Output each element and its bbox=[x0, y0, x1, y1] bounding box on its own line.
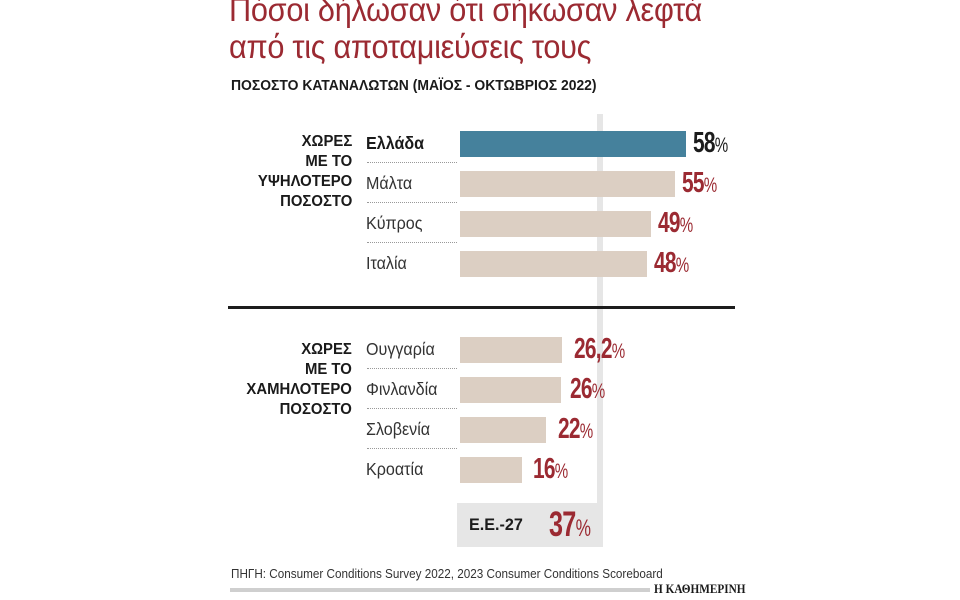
country-label: Ιταλία bbox=[366, 253, 407, 273]
country-label: Ελλάδα bbox=[366, 133, 425, 153]
bar-greece bbox=[460, 131, 686, 157]
value-label: 22% bbox=[558, 413, 594, 445]
row-separator bbox=[367, 408, 457, 409]
bar-cyprus bbox=[460, 211, 651, 237]
bar-hungary bbox=[460, 337, 562, 363]
row-separator bbox=[367, 448, 457, 449]
bar-croatia bbox=[460, 457, 522, 483]
group-label-lowest: ΧΩΡΕΣ ΜΕ ΤΟ ΧΑΜΗΛΟΤΕΡΟ ΠΟΣΟΣΤΟ bbox=[246, 341, 352, 418]
country-label: Κροατία bbox=[366, 459, 424, 479]
eu-reference-line bbox=[597, 114, 603, 504]
row-separator bbox=[367, 242, 457, 243]
value-label: 48% bbox=[654, 247, 690, 279]
section-divider bbox=[228, 306, 735, 309]
source-note: ΠΗΓΗ: Consumer Conditions Survey 2022, 2… bbox=[231, 566, 663, 581]
chart-title: Πόσοι δήλωσαν ότι σήκωσαν λεφτά από τις … bbox=[229, 0, 750, 65]
value-label: 26,2% bbox=[574, 333, 626, 365]
eu-label: Ε.Ε.-27 bbox=[469, 515, 523, 534]
eu-value: 37% bbox=[549, 505, 591, 544]
value-label: 58% bbox=[693, 127, 729, 159]
value-label: 49% bbox=[658, 207, 694, 239]
country-label: Σλοβενία bbox=[366, 419, 431, 439]
bar-italy bbox=[460, 251, 647, 277]
row-separator bbox=[367, 162, 457, 163]
group-label-highest: ΧΩΡΕΣ ΜΕ ΤΟ ΥΨΗΛΟΤΕΡΟ ΠΟΣΟΣΤΟ bbox=[257, 133, 352, 210]
country-label: Φινλανδία bbox=[366, 379, 438, 399]
footer-rule bbox=[230, 588, 650, 592]
bar-finland bbox=[460, 377, 561, 403]
bar-malta bbox=[460, 171, 675, 197]
country-label: Μάλτα bbox=[366, 173, 413, 193]
row-separator bbox=[367, 368, 457, 369]
value-label: 55% bbox=[682, 167, 718, 199]
eu-average-box: Ε.Ε.-27 37% bbox=[457, 503, 603, 547]
publisher-logo: Η ΚΑΘΗΜΕΡΙΝΗ bbox=[654, 582, 746, 596]
country-label: Ουγγαρία bbox=[366, 339, 435, 359]
row-separator bbox=[367, 202, 457, 203]
bar-slovenia bbox=[460, 417, 546, 443]
value-label: 26% bbox=[570, 373, 606, 405]
country-label: Κύπρος bbox=[366, 213, 423, 233]
value-label: 16% bbox=[533, 453, 569, 485]
title-line-1: Πόσοι δήλωσαν ότι σήκωσαν λεφτά bbox=[229, 0, 703, 28]
title-line-2: από τις αποταμιεύσεις τους bbox=[229, 28, 592, 65]
chart-subtitle: ΠΟΣΟΣΤΟ ΚΑΤΑΝΑΛΩΤΩΝ (ΜΑΪΟΣ - ΟΚΤΩΒΡΙΟΣ 2… bbox=[231, 78, 597, 94]
